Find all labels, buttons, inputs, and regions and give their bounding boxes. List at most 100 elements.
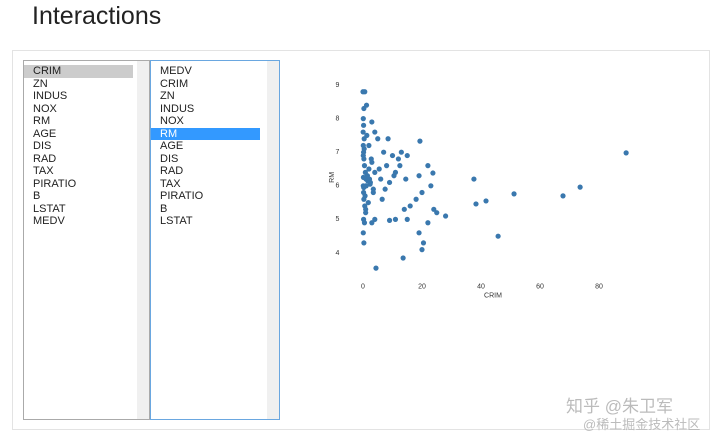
list-item[interactable]: LSTAT — [33, 202, 66, 215]
point — [389, 152, 396, 159]
list-item[interactable]: TAX — [160, 177, 181, 190]
point — [397, 163, 403, 169]
list-item[interactable]: NOX — [33, 102, 57, 115]
point — [362, 89, 368, 95]
list-item[interactable]: DIS — [160, 152, 179, 165]
point — [434, 210, 440, 216]
point — [360, 174, 367, 180]
point — [495, 233, 501, 239]
point — [400, 255, 406, 261]
list-item[interactable]: B — [33, 190, 41, 202]
point — [419, 247, 425, 253]
point — [364, 132, 370, 139]
point — [360, 129, 366, 135]
point — [403, 176, 409, 182]
point — [428, 183, 434, 189]
list-item[interactable]: MEDV — [160, 65, 192, 77]
scrollbar[interactable] — [267, 61, 279, 419]
point — [381, 149, 387, 155]
list-item[interactable]: AGE — [160, 140, 184, 152]
point — [360, 230, 366, 236]
point — [369, 220, 375, 226]
point — [363, 206, 369, 212]
point — [623, 150, 629, 156]
point — [431, 206, 437, 212]
point — [443, 213, 449, 219]
point — [398, 149, 404, 155]
point — [360, 152, 366, 159]
point — [483, 198, 489, 204]
listbox[interactable]: MEDV CRIM ZN INDUS NOX RM AGE DIS RAD TAX PIRATIO B… — [150, 60, 280, 420]
list-item[interactable]: ZN — [33, 77, 48, 90]
scrollbar[interactable] — [137, 61, 149, 419]
point — [361, 146, 367, 152]
point — [361, 240, 367, 246]
point — [385, 136, 391, 142]
list-item[interactable]: ZN — [160, 90, 175, 102]
watermark: @稀土掘金技术社区 — [583, 417, 701, 432]
list-item[interactable]: CRIM — [160, 77, 189, 90]
point — [407, 203, 413, 209]
point — [425, 163, 431, 169]
point — [416, 230, 422, 236]
y-axis-label: RM — [329, 172, 336, 183]
point — [366, 166, 372, 172]
point — [369, 119, 375, 125]
point — [368, 156, 374, 162]
point — [365, 199, 371, 206]
point — [378, 176, 384, 182]
point — [471, 176, 477, 182]
x-tick-label: 0 — [361, 283, 365, 290]
point — [430, 170, 436, 176]
list-item[interactable]: B — [160, 202, 168, 215]
y-tick-label: 8 — [335, 115, 339, 122]
list-item[interactable]: CRIM — [24, 65, 133, 78]
point — [401, 206, 407, 212]
point — [372, 216, 378, 222]
list-item[interactable]: NOX — [160, 115, 184, 127]
listbox[interactable]: CRIM ZN INDUS NOX RM AGE DIS RAD TAX PIRATIO B LSTA… — [23, 60, 150, 420]
point — [560, 193, 566, 199]
point — [473, 201, 479, 207]
point — [366, 142, 372, 149]
point — [404, 216, 410, 222]
point — [379, 196, 385, 202]
point — [367, 181, 373, 187]
point — [372, 129, 378, 135]
list-item[interactable]: MEDV — [33, 215, 65, 227]
list-item[interactable]: RM — [33, 115, 51, 127]
point — [392, 216, 399, 222]
point — [375, 136, 381, 142]
point — [370, 189, 376, 196]
watermark: 知乎 @朱卫军 — [566, 397, 673, 416]
list-item[interactable]: TAX — [33, 165, 54, 177]
point — [417, 138, 423, 144]
point — [373, 265, 379, 271]
list-item[interactable]: PIRATIO — [33, 177, 77, 190]
point — [413, 196, 419, 202]
point — [395, 156, 401, 162]
point — [361, 105, 367, 112]
point — [391, 173, 397, 179]
list-item[interactable]: AGE — [33, 127, 57, 140]
point — [416, 173, 422, 179]
list-item[interactable]: PIRATIO — [160, 190, 204, 202]
y-tick-label: 6 — [335, 183, 339, 190]
list-item[interactable]: DIS — [33, 140, 52, 152]
panel — [12, 50, 710, 430]
y-tick-label: 4 — [335, 250, 339, 257]
list-item[interactable]: RAD — [160, 165, 184, 177]
point — [362, 193, 368, 199]
list-item[interactable]: INDUS — [33, 90, 68, 102]
list-item[interactable]: RAD — [33, 152, 57, 165]
point — [419, 189, 425, 196]
list-item[interactable]: LSTAT — [160, 215, 193, 227]
point — [425, 220, 431, 226]
list-item[interactable]: RM — [151, 127, 260, 140]
x-axis-label: CRIM — [484, 292, 502, 299]
point — [382, 186, 388, 192]
point — [384, 163, 390, 169]
list-item[interactable]: INDUS — [160, 102, 195, 115]
point — [420, 240, 427, 246]
